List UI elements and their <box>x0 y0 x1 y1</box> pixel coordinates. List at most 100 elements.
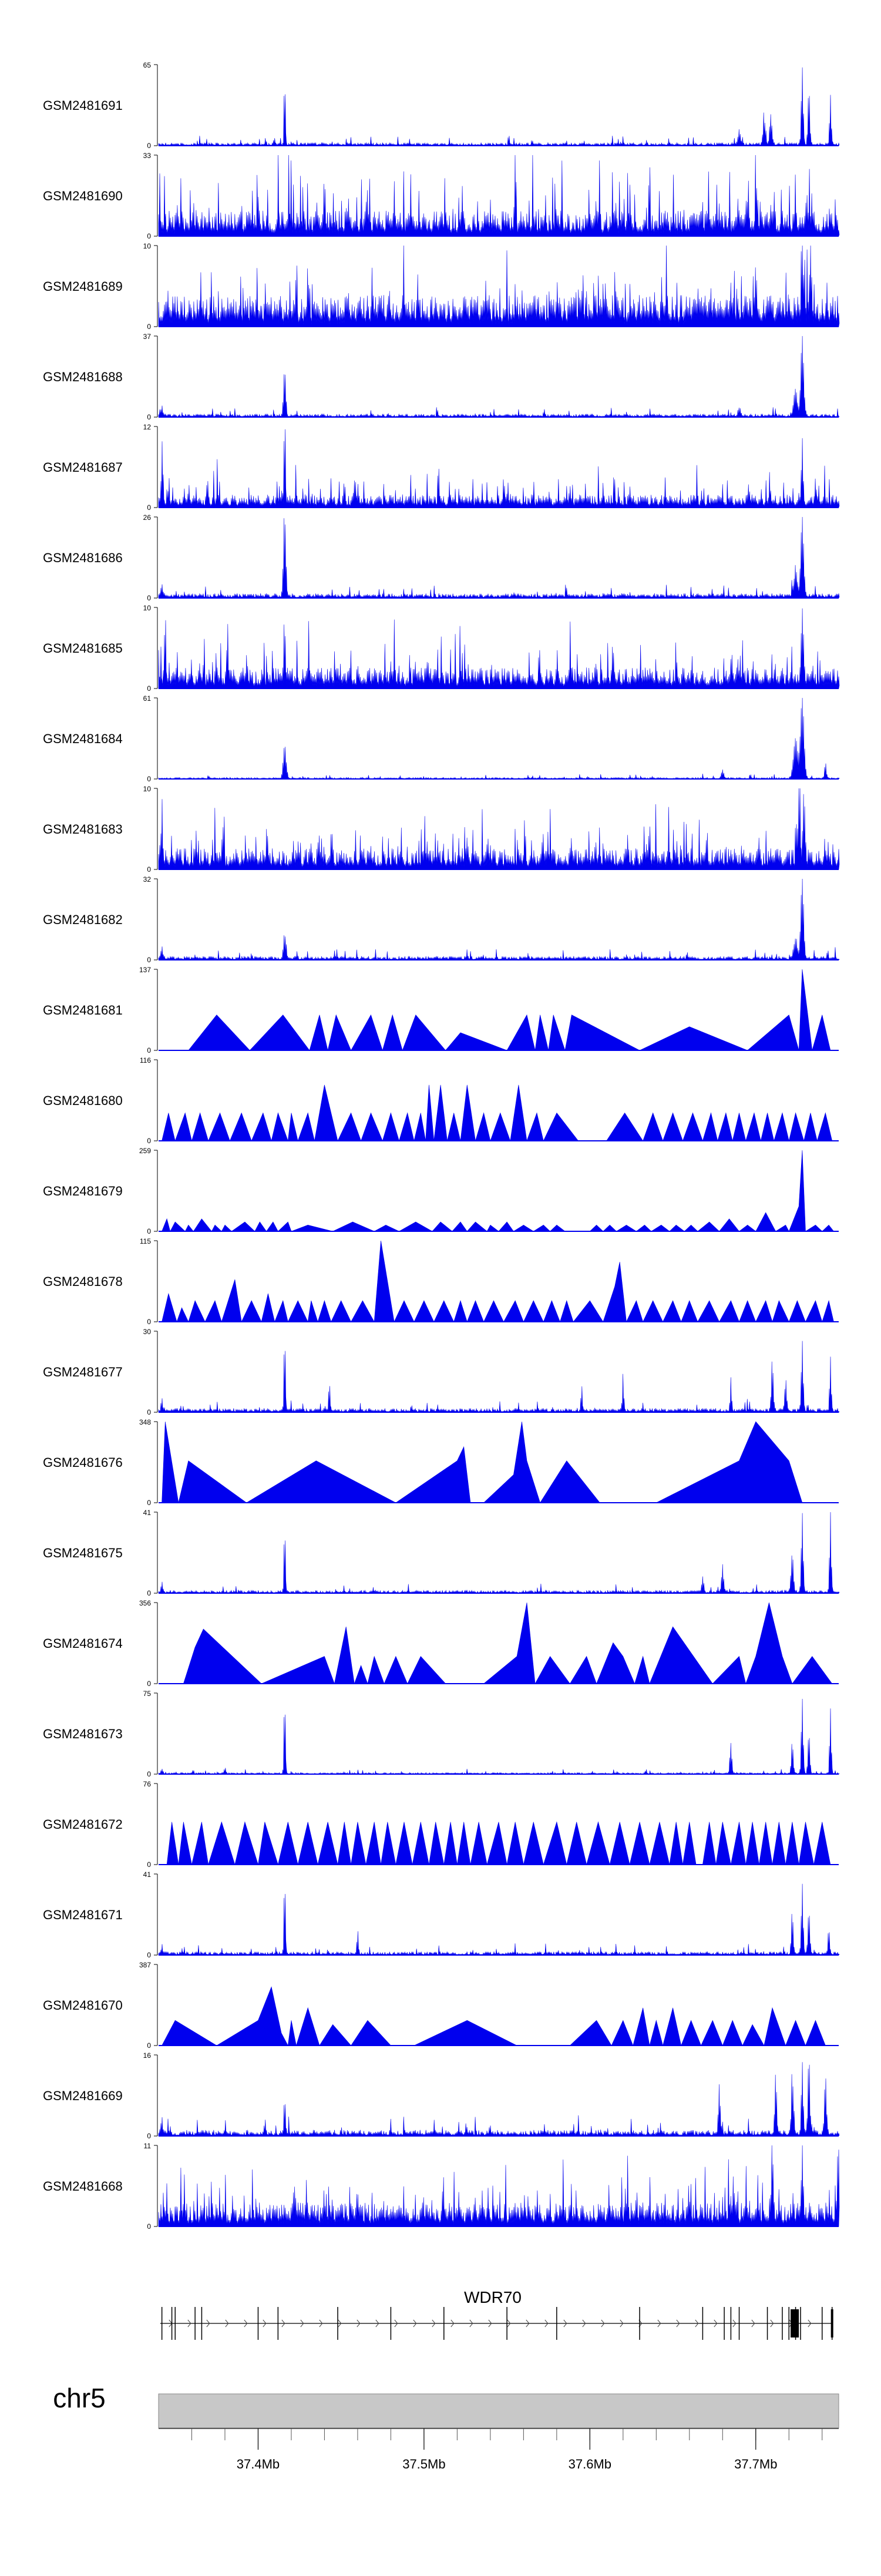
y-min-label: 0 <box>147 142 151 150</box>
track-GSM2481684: GSM2481684 61 0 <box>43 694 840 783</box>
x-tick-label: 37.7Mb <box>734 2457 777 2471</box>
track-label: GSM2481686 <box>43 550 123 565</box>
track-label: GSM2481683 <box>43 822 123 837</box>
track-GSM2481679: GSM2481679 259 0 <box>43 1147 839 1235</box>
track-label: GSM2481685 <box>43 641 123 656</box>
y-max-label: 10 <box>143 785 152 793</box>
coverage-area <box>162 1150 835 1232</box>
y-min-label: 0 <box>147 1680 151 1688</box>
coverage-area <box>158 697 840 780</box>
coverage-area <box>158 2145 840 2227</box>
strand-chevron <box>357 2319 361 2328</box>
coverage-area <box>162 1240 834 1323</box>
coverage-area <box>162 1084 833 1142</box>
y-max-label: 115 <box>140 1237 151 1245</box>
track-GSM2481678: GSM2481678 115 0 <box>43 1237 839 1326</box>
strand-chevron <box>319 2319 323 2328</box>
x-tick-label: 37.4Mb <box>237 2457 280 2471</box>
strand-chevron <box>469 2319 473 2328</box>
y-max-label: 16 <box>143 2051 152 2060</box>
y-min-label: 0 <box>147 2041 151 2050</box>
coverage-area <box>158 878 840 960</box>
y-min-label: 0 <box>147 1499 151 1507</box>
y-min-label: 0 <box>147 1589 151 1597</box>
strand-chevron <box>244 2319 248 2328</box>
track-label: GSM2481670 <box>43 1998 123 2013</box>
track-label: GSM2481691 <box>43 98 123 113</box>
track-GSM2481668: GSM2481668 11 0 <box>43 2142 840 2231</box>
track-GSM2481677: GSM2481677 30 0 <box>43 1328 840 1416</box>
coverage-area <box>162 1986 826 2047</box>
track-label: GSM2481677 <box>43 1365 123 1379</box>
coverage-area <box>158 429 840 508</box>
track-label: GSM2481668 <box>43 2179 123 2194</box>
strand-chevron <box>676 2319 680 2328</box>
strand-chevron <box>601 2319 605 2328</box>
strand-chevron <box>187 2319 191 2328</box>
y-max-label: 41 <box>143 1509 152 1517</box>
y-min-label: 0 <box>147 232 151 240</box>
strand-chevron <box>394 2319 398 2328</box>
y-max-label: 76 <box>143 1780 152 1788</box>
track-label: GSM2481678 <box>43 1274 123 1289</box>
y-max-label: 387 <box>139 1961 151 1969</box>
strand-chevron <box>732 2319 737 2328</box>
track-GSM2481671: GSM2481671 41 0 <box>43 1870 840 1959</box>
track-GSM2481672: GSM2481672 76 0 <box>43 1780 839 1869</box>
track-label: GSM2481681 <box>43 1003 123 1017</box>
track-GSM2481680: GSM2481680 116 0 <box>43 1056 839 1145</box>
strand-chevron <box>507 2319 511 2328</box>
coverage-area <box>162 1421 803 1503</box>
gene-name-label: WDR70 <box>464 2288 522 2306</box>
y-max-label: 11 <box>144 2142 152 2150</box>
coverage-area <box>158 67 840 146</box>
coverage-area <box>158 1698 840 1775</box>
track-label: GSM2481671 <box>43 1907 123 1922</box>
chromosome-band <box>158 2393 839 2429</box>
y-min-label: 0 <box>147 2132 151 2140</box>
track-GSM2481685: GSM2481685 10 0 <box>43 604 840 693</box>
track-GSM2481690: GSM2481690 33 0 <box>43 152 840 240</box>
y-max-label: 259 <box>139 1147 151 1155</box>
y-max-label: 10 <box>143 604 152 612</box>
strand-chevron <box>751 2319 755 2328</box>
y-max-label: 33 <box>143 152 152 160</box>
y-min-label: 0 <box>147 323 151 331</box>
coverage-area <box>158 1512 840 1594</box>
track-GSM2481682: GSM2481682 32 0 <box>43 875 840 964</box>
track-GSM2481681: GSM2481681 137 0 <box>43 966 839 1054</box>
track-GSM2481675: GSM2481675 41 0 <box>43 1509 840 1597</box>
strand-chevron <box>300 2319 304 2328</box>
y-min-label: 0 <box>147 594 151 602</box>
strand-chevron <box>808 2319 812 2328</box>
track-GSM2481673: GSM2481673 75 0 <box>43 1690 840 1778</box>
track-GSM2481688: GSM2481688 37 0 <box>43 333 840 421</box>
y-min-label: 0 <box>147 1227 151 1235</box>
track-label: GSM2481682 <box>43 912 123 927</box>
y-min-label: 0 <box>147 1318 151 1326</box>
strand-chevron <box>206 2319 210 2328</box>
y-min-label: 0 <box>147 1408 151 1416</box>
y-min-label: 0 <box>147 684 151 693</box>
track-GSM2481674: GSM2481674 356 0 <box>43 1599 839 1688</box>
track-label: GSM2481673 <box>43 1727 123 1741</box>
y-max-label: 32 <box>143 875 152 884</box>
strand-chevron <box>338 2319 342 2328</box>
coverage-area <box>188 969 831 1052</box>
y-max-label: 30 <box>143 1328 152 1336</box>
y-min-label: 0 <box>147 1046 151 1054</box>
track-label: GSM2481688 <box>43 370 123 384</box>
coverage-area <box>158 1341 840 1413</box>
track-label: GSM2481669 <box>43 2088 123 2103</box>
y-min-label: 0 <box>147 503 151 512</box>
coverage-area <box>158 516 840 599</box>
y-min-label: 0 <box>147 413 151 421</box>
track-GSM2481687: GSM2481687 12 0 <box>43 423 840 512</box>
x-tick-label: 37.6Mb <box>569 2457 611 2471</box>
chromosome-label: chr5 <box>53 2383 105 2413</box>
strand-chevron <box>563 2319 567 2328</box>
y-max-label: 26 <box>143 513 152 522</box>
track-GSM2481689: GSM2481689 10 0 <box>43 242 840 331</box>
strand-chevron <box>375 2319 379 2328</box>
track-GSM2481670: GSM2481670 387 0 <box>43 1961 839 2050</box>
